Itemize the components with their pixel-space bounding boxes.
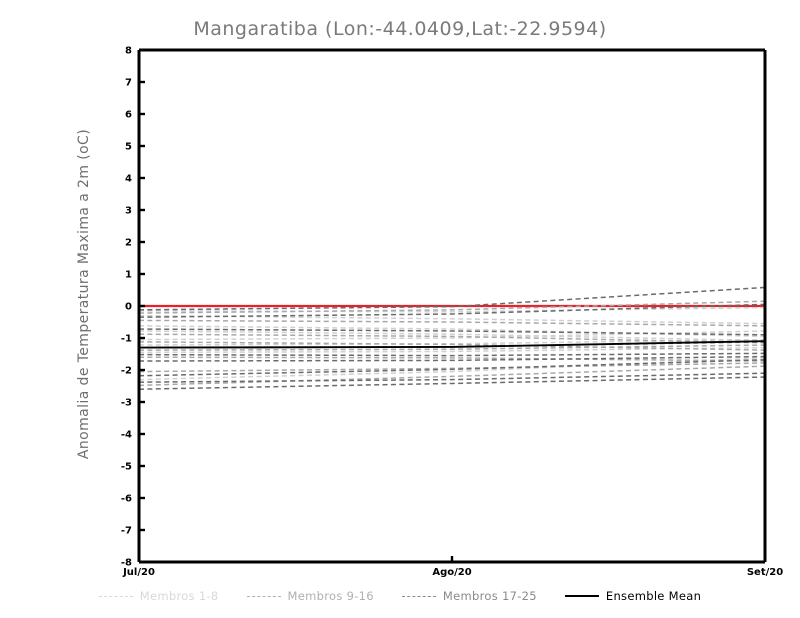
y-tick-label: 0 <box>125 302 132 313</box>
member-line <box>138 328 766 336</box>
member-line <box>138 333 766 344</box>
member-line <box>138 341 766 351</box>
y-tick-label: 7 <box>125 78 132 89</box>
y-tick-label: -3 <box>121 398 132 409</box>
member-line <box>138 365 766 387</box>
chart-legend: Membros 1-8 Membros 9-16 Membros 17-25 Ense… <box>0 586 800 606</box>
y-tick-label: 4 <box>125 174 132 185</box>
legend-swatch-dashed-line-icon <box>401 595 436 597</box>
member-line <box>138 330 766 342</box>
ensemble-mean-line <box>138 340 766 349</box>
y-tick-label: -1 <box>121 334 132 345</box>
y-tick-label: -6 <box>121 494 132 505</box>
member-line <box>138 372 766 383</box>
member-line <box>138 356 766 362</box>
member-line <box>138 359 766 377</box>
legend-swatch-solid-line-icon <box>564 595 599 597</box>
chart-title: Mangaratiba (Lon:-44.0409,Lat:-22.9594) <box>193 18 607 40</box>
legend-item[interactable]: Membros 9-16 <box>246 589 374 603</box>
member-line <box>138 362 766 373</box>
legend-swatch-dashed-line-icon <box>246 595 281 597</box>
legend-item[interactable]: Membros 17-25 <box>401 589 537 603</box>
member-line <box>138 303 766 318</box>
member-line <box>138 319 766 327</box>
legend-label: Membros 9-16 <box>287 589 374 603</box>
y-tick-label: -7 <box>121 526 132 537</box>
legend-item[interactable]: Ensemble Mean <box>564 589 702 603</box>
y-tick-label: -4 <box>121 430 132 441</box>
legend-label: Membros 17-25 <box>442 589 537 603</box>
series-lines <box>138 286 766 390</box>
x-tick-label: Ago/20 <box>432 567 471 578</box>
legend-label: Ensemble Mean <box>605 589 702 603</box>
member-line <box>138 306 766 313</box>
member-line <box>138 286 766 311</box>
x-tick-label: Set/20 <box>747 567 783 578</box>
legend-label: Membros 1-8 <box>139 589 219 603</box>
legend-swatch-dashed-line-icon <box>98 595 133 597</box>
y-tick-label: 5 <box>125 142 132 153</box>
y-tick-label: 2 <box>125 238 132 249</box>
y-tick-label: -2 <box>121 366 132 377</box>
y-tick-label: 3 <box>125 206 132 217</box>
x-tick-label: Jul/20 <box>122 567 155 578</box>
legend-item[interactable]: Membros 1-8 <box>98 589 219 603</box>
y-tick-label: 8 <box>125 46 132 57</box>
member-line <box>138 355 766 362</box>
member-line <box>138 376 766 390</box>
y-tick-label: -8 <box>121 558 132 569</box>
y-tick-label: -5 <box>121 462 132 473</box>
member-line <box>138 352 766 357</box>
y-tick-label: 6 <box>125 110 132 121</box>
member-line <box>138 344 766 351</box>
y-tick-label: 1 <box>125 270 132 281</box>
member-line <box>138 300 766 314</box>
